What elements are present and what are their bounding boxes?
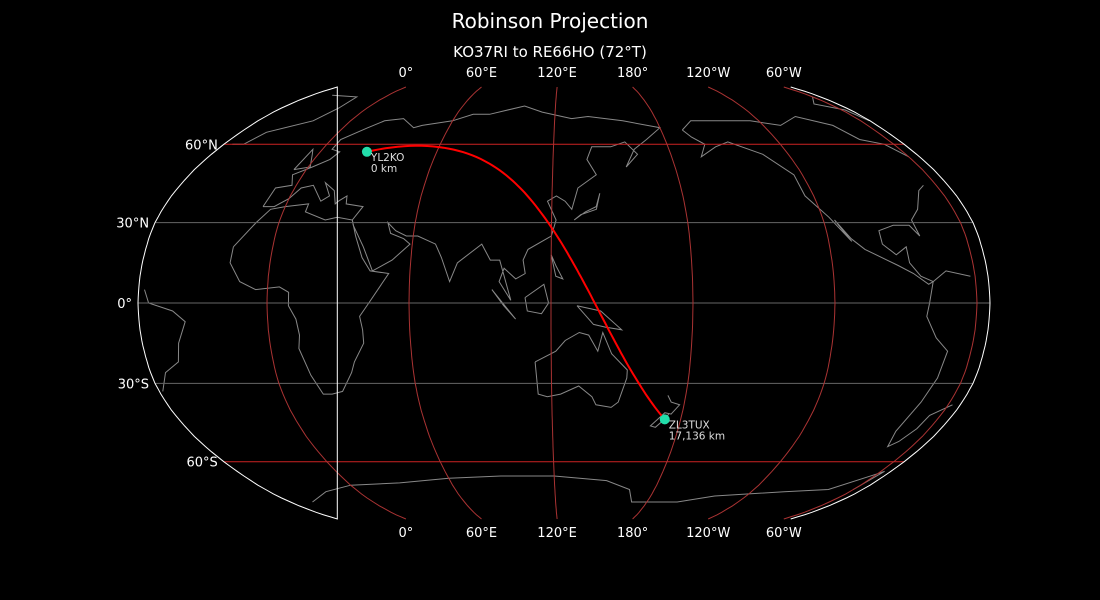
latitude-label: 60°N xyxy=(185,138,218,153)
coastline xyxy=(576,305,624,331)
station-marker[interactable] xyxy=(659,414,670,425)
longitude-label-bottom: 120°W xyxy=(686,526,730,541)
coastline xyxy=(293,147,314,171)
graticule xyxy=(138,86,990,520)
meridian-line xyxy=(632,86,694,520)
station-distance: 17,136 km xyxy=(669,430,725,442)
longitude-label-top: 120°E xyxy=(537,66,577,81)
station-marker[interactable] xyxy=(361,146,372,157)
station-callsign: ZL3TUX xyxy=(669,419,710,431)
latitude-label: 30°N xyxy=(116,217,149,232)
coastlines xyxy=(144,94,971,503)
longitude-label-top: 120°W xyxy=(686,66,730,81)
coastline xyxy=(491,289,516,320)
map-boundary xyxy=(137,86,991,520)
latitude-label: 30°S xyxy=(118,377,149,392)
longitude-label-top: 60°E xyxy=(466,66,497,81)
meridian-line xyxy=(707,86,836,520)
coastline xyxy=(534,330,628,408)
longitude-label-top: 0° xyxy=(399,66,414,81)
coastline xyxy=(312,470,885,503)
meridian-line xyxy=(550,86,558,520)
graticule-labels: 60°N 30°N 0° 30°S 60°S 0° 0° 60°E 60°E 120°E 120°E… xyxy=(116,66,802,541)
coastline xyxy=(550,254,564,280)
longitude-label-top: 180° xyxy=(617,66,648,81)
longitude-label-bottom: 0° xyxy=(399,526,414,541)
coastline xyxy=(524,283,550,315)
coastline xyxy=(681,115,935,285)
longitude-label-bottom: 120°E xyxy=(537,526,577,541)
longitude-label-bottom: 60°W xyxy=(766,526,802,541)
great-circle-path xyxy=(366,144,666,421)
latitude-label: 0° xyxy=(117,297,132,312)
longitude-label-top: 60°W xyxy=(766,66,802,81)
map-title: Robinson Projection xyxy=(451,9,649,33)
station-callsign: YL2KO xyxy=(370,152,405,164)
latitude-label: 60°S xyxy=(187,456,218,471)
longitude-label-bottom: 180° xyxy=(617,526,648,541)
meridian-line xyxy=(783,86,978,520)
coastline xyxy=(229,203,390,395)
station-distance: 0 km xyxy=(371,163,397,175)
coastline xyxy=(262,105,662,301)
longitude-label-bottom: 60°E xyxy=(466,526,497,541)
map-subtitle: KO37RI to RE66HO (72°T) xyxy=(453,43,647,61)
meridian-line xyxy=(408,86,482,520)
meridian-line xyxy=(266,86,407,520)
coastline xyxy=(573,193,601,221)
coastline xyxy=(144,270,971,448)
